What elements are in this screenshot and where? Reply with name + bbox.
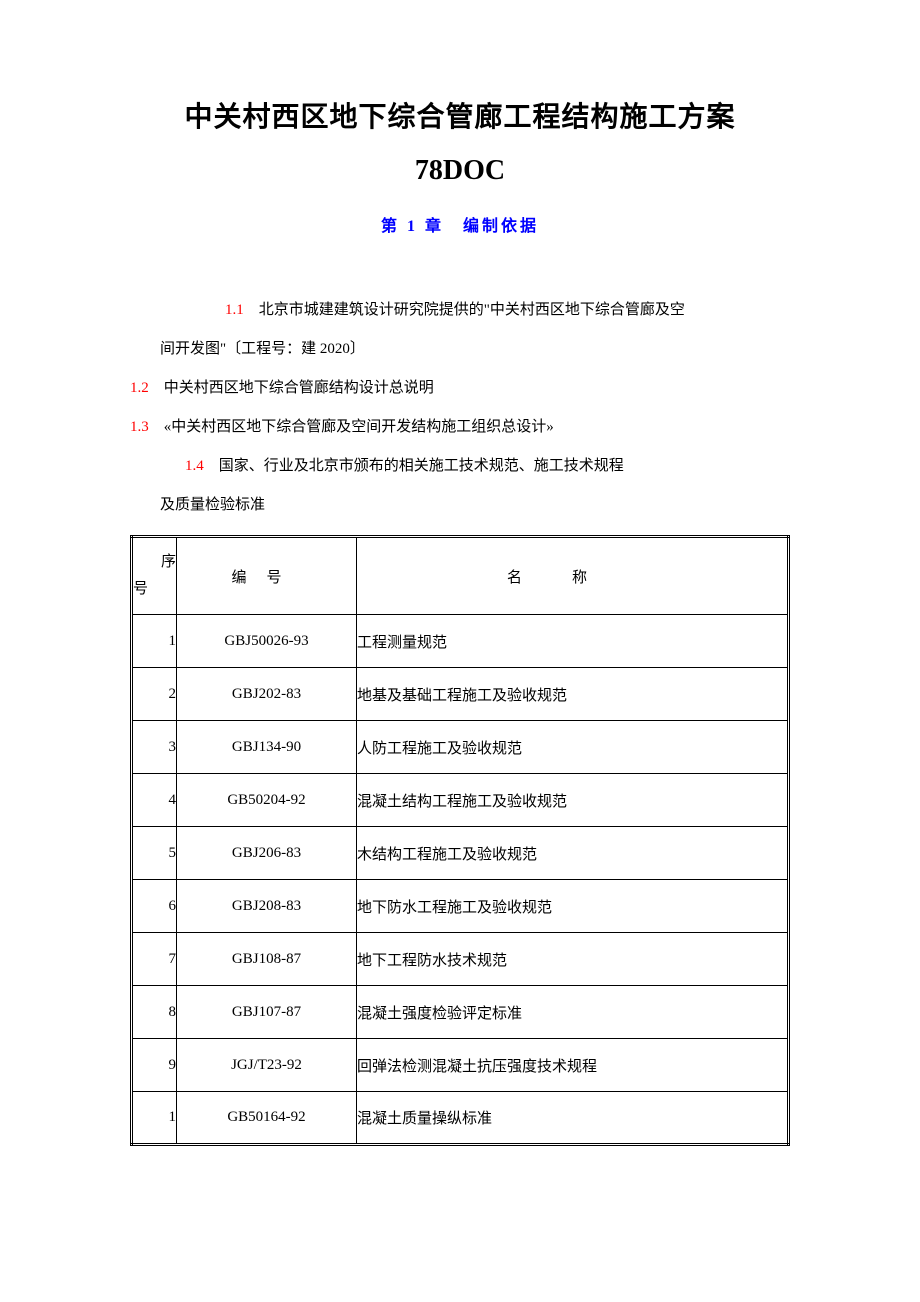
document-title-sub: 78DOC [130, 155, 790, 187]
table-row: 9 JGJ/T23-92 回弹法检测混凝土抗压强度技术规程 [132, 1039, 789, 1092]
table-row: 1 GBJ50026-93 工程测量规范 [132, 615, 789, 668]
cell-name: 木结构工程施工及验收规范 [357, 827, 789, 880]
header-code: 编号 [177, 537, 357, 615]
table-row: 3 GBJ134-90 人防工程施工及验收规范 [132, 721, 789, 774]
cell-name: 回弹法检测混凝土抗压强度技术规程 [357, 1039, 789, 1092]
cell-seq: 1 [132, 1092, 177, 1145]
cell-code: GBJ134-90 [177, 721, 357, 774]
cell-name: 工程测量规范 [357, 615, 789, 668]
item-text: 国家、行业及北京市颁布的相关施工技术规范、施工技术规程 [219, 458, 624, 474]
cell-code: GB50164-92 [177, 1092, 357, 1145]
table-row: 2 GBJ202-83 地基及基础工程施工及验收规范 [132, 668, 789, 721]
table-row: 5 GBJ206-83 木结构工程施工及验收规范 [132, 827, 789, 880]
basis-list: 1.1 北京市城建建筑设计研究院提供的"中关村西区地下综合管廊及空 间开发图"〔… [130, 291, 790, 525]
document-title-main: 中关村西区地下综合管廊工程结构施工方案 [130, 95, 790, 135]
cell-name: 混凝土强度检验评定标准 [357, 986, 789, 1039]
item-number: 1.1 [225, 302, 244, 318]
cell-name: 混凝土质量操纵标准 [357, 1092, 789, 1145]
header-seq-l1: 序 [133, 549, 176, 576]
item-text: «中关村西区地下综合管廊及空间开发结构施工组织总设计» [164, 419, 554, 435]
cell-seq: 8 [132, 986, 177, 1039]
cell-name: 混凝土结构工程施工及验收规范 [357, 774, 789, 827]
table-row: 8 GBJ107-87 混凝土强度检验评定标准 [132, 986, 789, 1039]
list-item-1-1-cont: 间开发图"〔工程号：建 2020〕 [130, 330, 790, 369]
cell-name: 地基及基础工程施工及验收规范 [357, 668, 789, 721]
list-item-1-1: 1.1 北京市城建建筑设计研究院提供的"中关村西区地下综合管廊及空 [130, 291, 790, 330]
cell-seq: 5 [132, 827, 177, 880]
cell-name: 人防工程施工及验收规范 [357, 721, 789, 774]
header-name: 名称 [357, 537, 789, 615]
cell-seq: 7 [132, 933, 177, 986]
table-row: 7 GBJ108-87 地下工程防水技术规范 [132, 933, 789, 986]
header-seq: 序 号 [132, 537, 177, 615]
cell-code: GBJ107-87 [177, 986, 357, 1039]
table-row: 1 GB50164-92 混凝土质量操纵标准 [132, 1092, 789, 1145]
cell-name: 地下工程防水技术规范 [357, 933, 789, 986]
cell-code: GBJ202-83 [177, 668, 357, 721]
cell-code: GB50204-92 [177, 774, 357, 827]
cell-code: JGJ/T23-92 [177, 1039, 357, 1092]
cell-code: GBJ108-87 [177, 933, 357, 986]
table-header-row: 序 号 编号 名称 [132, 537, 789, 615]
cell-seq: 4 [132, 774, 177, 827]
list-item-1-4-cont: 及质量检验标准 [130, 486, 790, 525]
list-item-1-4: 1.4 国家、行业及北京市颁布的相关施工技术规范、施工技术规程 [130, 447, 790, 486]
table-body: 1 GBJ50026-93 工程测量规范 2 GBJ202-83 地基及基础工程… [132, 615, 789, 1145]
cell-seq: 3 [132, 721, 177, 774]
cell-seq: 1 [132, 615, 177, 668]
item-number: 1.4 [185, 458, 204, 474]
cell-seq: 9 [132, 1039, 177, 1092]
table-row: 4 GB50204-92 混凝土结构工程施工及验收规范 [132, 774, 789, 827]
item-number: 1.3 [130, 419, 149, 435]
cell-seq: 2 [132, 668, 177, 721]
item-text: 北京市城建建筑设计研究院提供的"中关村西区地下综合管廊及空 [259, 302, 685, 318]
table-row: 6 GBJ208-83 地下防水工程施工及验收规范 [132, 880, 789, 933]
item-number: 1.2 [130, 380, 149, 396]
header-seq-l2: 号 [133, 576, 176, 603]
standards-table: 序 号 编号 名称 1 GBJ50026-93 工程测量规范 2 GBJ202-… [130, 535, 790, 1146]
list-item-1-3: 1.3 «中关村西区地下综合管廊及空间开发结构施工组织总设计» [130, 408, 790, 447]
cell-name: 地下防水工程施工及验收规范 [357, 880, 789, 933]
chapter-title: 第 1 章 编制依据 [130, 212, 790, 236]
cell-code: GBJ206-83 [177, 827, 357, 880]
cell-code: GBJ50026-93 [177, 615, 357, 668]
cell-code: GBJ208-83 [177, 880, 357, 933]
item-text: 中关村西区地下综合管廊结构设计总说明 [164, 380, 434, 396]
cell-seq: 6 [132, 880, 177, 933]
list-item-1-2: 1.2 中关村西区地下综合管廊结构设计总说明 [130, 369, 790, 408]
